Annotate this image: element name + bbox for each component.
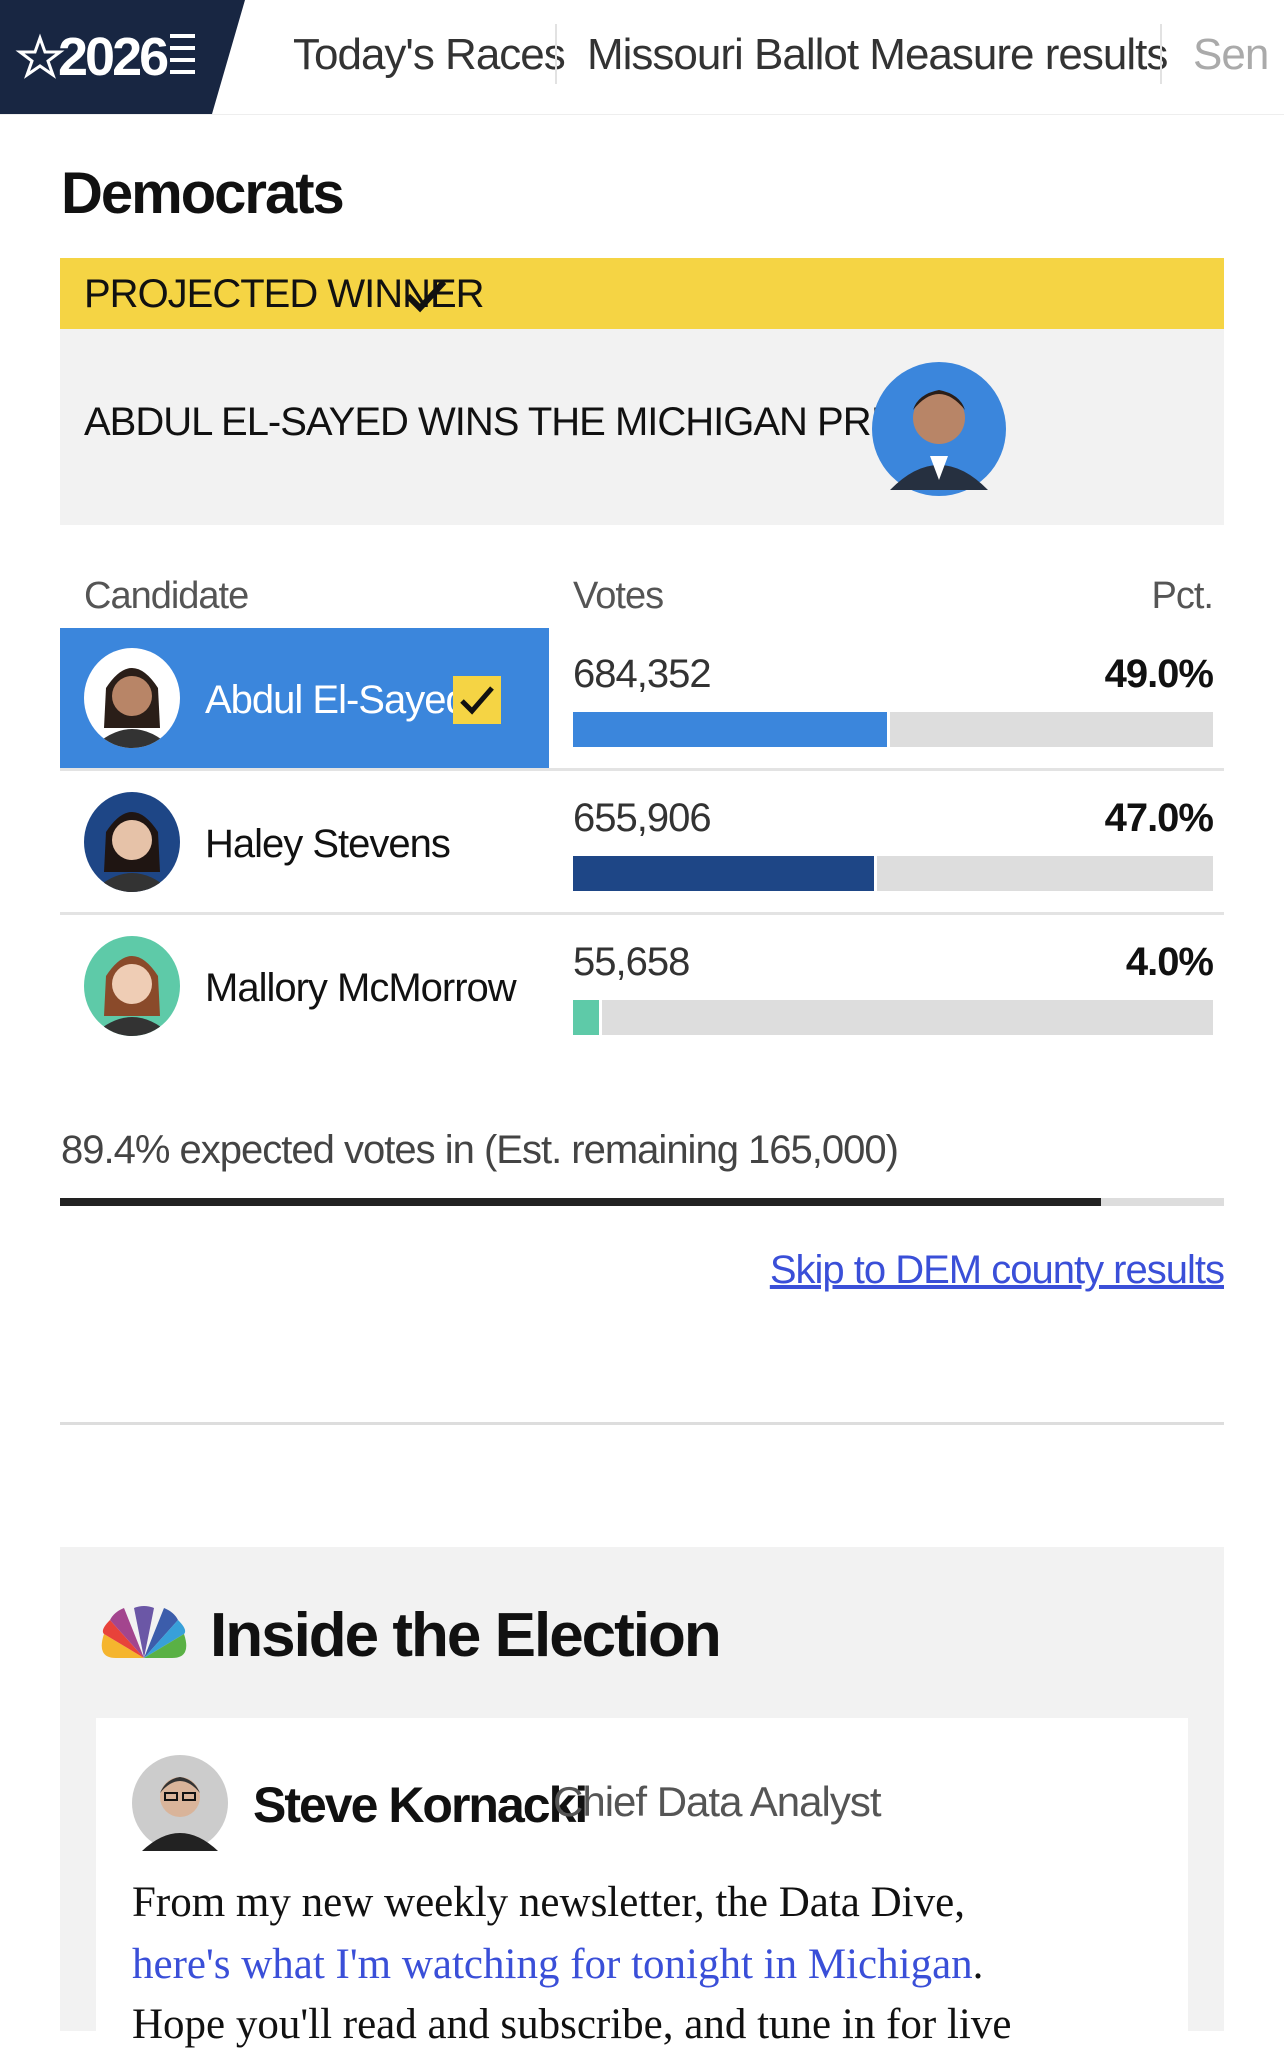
row-separator [60, 912, 1224, 915]
face [92, 956, 172, 1036]
header: Candidate [84, 575, 249, 617]
county-link[interactable]: Skip to DEM county results [769, 1248, 1225, 1292]
candidate-photo [84, 648, 180, 748]
post [96, 1718, 1188, 2031]
author-photo [132, 1755, 228, 1851]
header: Votes [573, 575, 664, 617]
logo-text: 2026 [58, 27, 169, 87]
inside-title: Inside the Election [210, 1601, 722, 1670]
expected-track [60, 1198, 1224, 1206]
section-title: Democrats [61, 161, 345, 226]
bar-track [573, 1000, 1213, 1035]
nav-item[interactable]: Today's Races [293, 30, 566, 79]
check [460, 686, 494, 715]
nav-divider [1160, 24, 1162, 84]
winner-banner [60, 258, 1224, 329]
header: Pct. [1151, 575, 1214, 617]
winner-photo [872, 362, 1006, 496]
votes: 55,658 [573, 940, 690, 984]
winner-headline: ABDUL EL-SAYED WINS THE MICHIGAN PRIMARY [84, 400, 993, 444]
post-line: From my new weekly newsletter, the Data … [132, 1879, 965, 1926]
pct: 49.0% [1104, 652, 1214, 696]
check-icon [405, 279, 447, 313]
nav-divider [555, 24, 557, 84]
votes: 684,352 [573, 652, 712, 696]
bar-track [573, 856, 1213, 891]
winner-check [453, 676, 501, 724]
pct: 4.0% [1125, 940, 1214, 984]
votes: 655,906 [573, 796, 712, 840]
candidate-photo [84, 792, 180, 892]
candidate-name: Mallory McMorrow [205, 966, 517, 1010]
face [92, 812, 172, 892]
bar [573, 856, 877, 891]
post-link[interactable]: here's what I'm watching for tonight in … [132, 1941, 973, 1988]
nav-item[interactable]: Missouri Ballot Measure results [587, 30, 1168, 79]
nbc-logo [101, 1606, 187, 1658]
bar-track [573, 712, 1213, 747]
winner-box [60, 329, 1224, 525]
row-separator [60, 768, 1224, 771]
bar [573, 1000, 602, 1035]
post-line: Hope you'll read and subscribe, and tune… [132, 2001, 1012, 2048]
bar [573, 712, 890, 747]
post-text: . [972, 1941, 984, 1988]
divider [60, 1422, 1224, 1425]
pct: 47.0% [1104, 796, 1214, 840]
author-role: Chief Data Analyst [553, 1778, 882, 1825]
candidate-name: Haley Stevens [205, 822, 451, 866]
nav-item[interactable]: Sen [1193, 30, 1269, 79]
candidate-name: Abdul El-Sayed [205, 678, 468, 722]
author-name: Steve Kornacki [253, 1777, 588, 1833]
logo[interactable] [0, 0, 250, 114]
candidate-photo [84, 936, 180, 1036]
expected-text: 89.4% expected votes in (Est. remaining … [61, 1128, 899, 1172]
expected-bar [60, 1198, 1101, 1206]
face [92, 668, 172, 748]
